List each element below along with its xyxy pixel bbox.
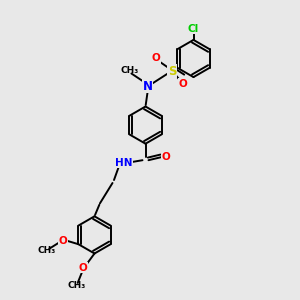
Text: HN: HN — [115, 158, 133, 168]
Text: O: O — [161, 152, 170, 162]
Text: S: S — [168, 64, 176, 78]
Text: CH₃: CH₃ — [37, 246, 56, 255]
Text: O: O — [179, 79, 188, 89]
Text: CH₃: CH₃ — [68, 281, 86, 290]
Text: O: O — [152, 53, 161, 64]
Text: N: N — [143, 80, 153, 93]
Text: O: O — [79, 263, 88, 273]
Text: O: O — [58, 236, 67, 246]
Text: CH₃: CH₃ — [121, 66, 139, 75]
Text: Cl: Cl — [188, 23, 199, 34]
